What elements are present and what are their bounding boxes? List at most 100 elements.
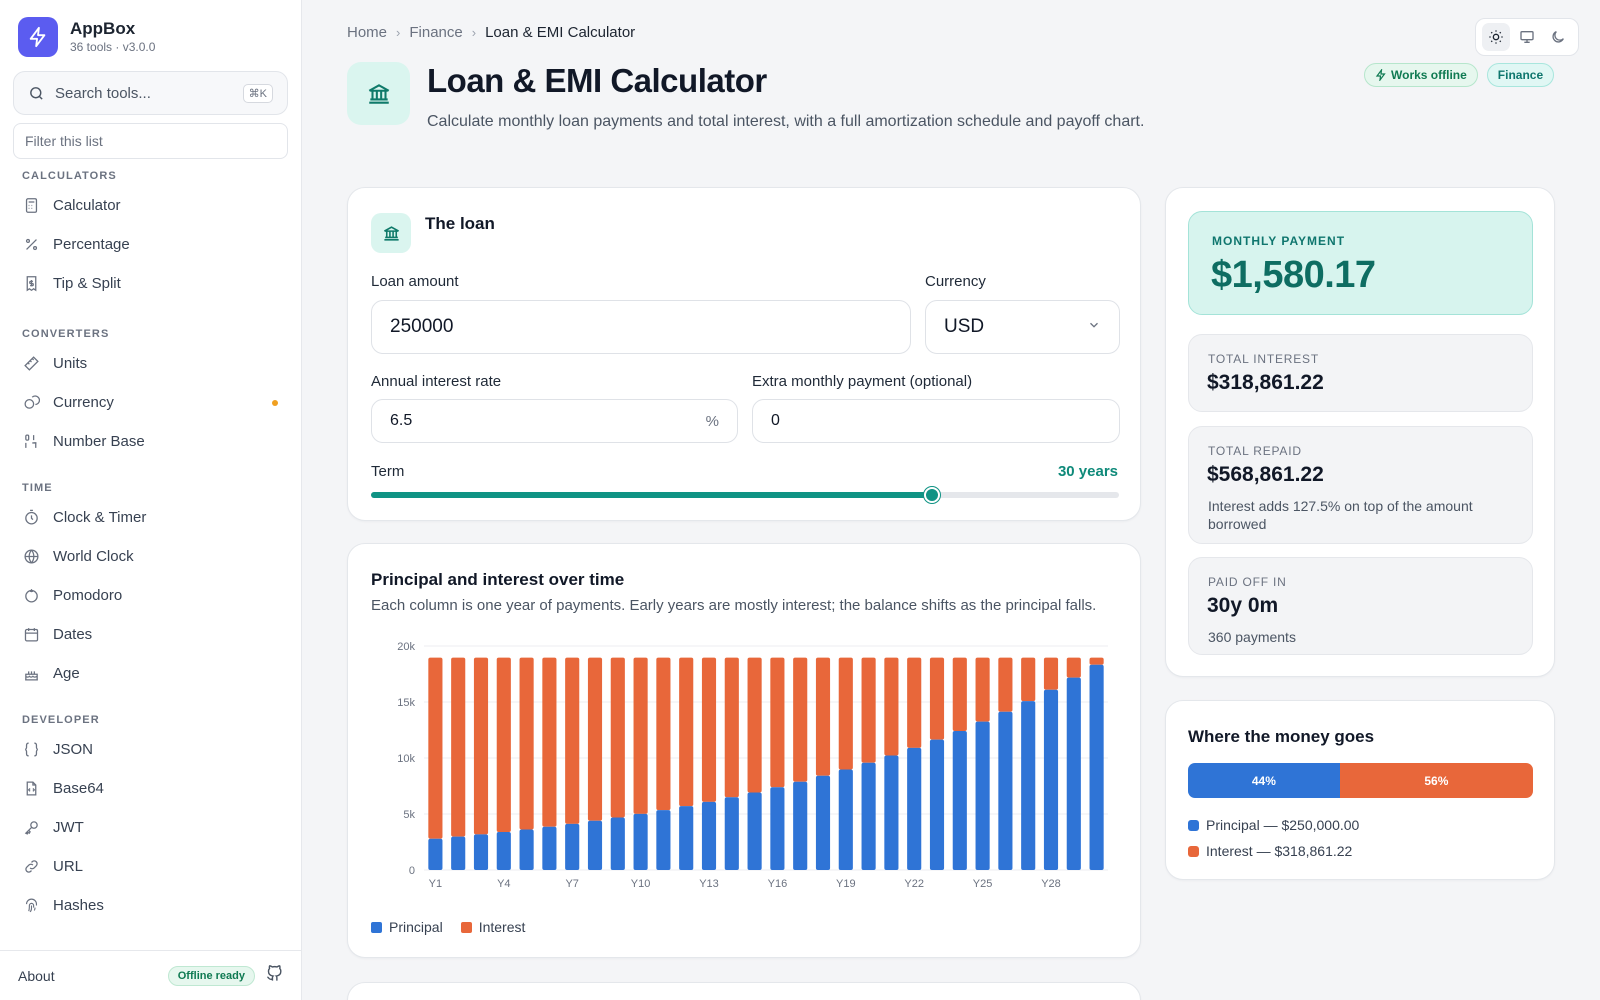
bar-interest [633, 657, 648, 814]
calendar-icon [22, 626, 40, 644]
bar-principal [952, 730, 967, 870]
term-slider-fill [371, 492, 932, 498]
term-slider-thumb[interactable] [924, 487, 940, 503]
sidebar-item-json[interactable]: JSON [0, 730, 302, 769]
bar-principal [679, 806, 694, 870]
paid-off-value: 30y 0m [1207, 594, 1279, 617]
bar-principal [542, 826, 557, 870]
cake-icon [22, 665, 40, 683]
x-tick-label: Y19 [836, 878, 856, 890]
total-interest-label: TOTAL INTEREST [1208, 352, 1319, 366]
total-repaid-panel: TOTAL REPAID $568,861.22 Interest adds 1… [1188, 426, 1533, 544]
loan-card-title: The loan [425, 214, 495, 233]
globe-icon [22, 548, 40, 566]
sidebar-item-pomodoro[interactable]: Pomodoro [0, 576, 302, 615]
bar-principal [929, 739, 945, 870]
y-tick-label: 0 [409, 865, 415, 877]
dark-icon[interactable] [1544, 23, 1572, 51]
x-tick-label: Y22 [904, 878, 924, 890]
bar-interest [587, 657, 603, 821]
x-tick-label: Y7 [565, 878, 578, 890]
term-slider[interactable] [371, 487, 1119, 503]
sidebar-item-label: Base64 [53, 780, 104, 797]
status-dot [272, 400, 278, 406]
app-subtitle: 36 tools · v3.0.0 [70, 40, 156, 54]
bar-principal [656, 810, 671, 870]
x-tick-label: Y16 [768, 878, 788, 890]
chevron-right-icon: › [396, 25, 401, 40]
binary-icon [22, 433, 40, 451]
y-tick-label: 10k [397, 753, 415, 765]
bar-principal [747, 792, 762, 870]
bar-principal [1066, 677, 1081, 870]
loan-form-card: The loan Loan amount 250000 Currency USD… [347, 187, 1141, 521]
search-icon [30, 86, 43, 100]
sidebar-item-jwt[interactable]: JWT [0, 808, 302, 847]
sidebar-item-label: Currency [53, 394, 114, 411]
light-icon[interactable] [1481, 23, 1510, 51]
bar-principal [1043, 689, 1059, 870]
paid-off-note: 360 payments [1208, 629, 1296, 645]
bar-principal [587, 820, 603, 870]
total-interest-panel: TOTAL INTEREST $318,861.22 [1188, 334, 1533, 412]
theme-switch [1475, 18, 1579, 56]
paid-off-label: PAID OFF IN [1208, 575, 1287, 589]
bar-interest [701, 657, 717, 802]
filter-input[interactable]: Filter this list [13, 123, 288, 159]
lightning-icon [18, 17, 58, 57]
extra-payment-field[interactable]: 0 [752, 399, 1120, 443]
sidebar-item-number-base[interactable]: Number Base [0, 422, 302, 461]
sidebar-item-clock-timer[interactable]: Clock & Timer [0, 498, 302, 537]
braces-icon [22, 741, 40, 759]
app-name: AppBox [70, 19, 136, 38]
bar-interest [929, 657, 945, 740]
system-icon[interactable] [1513, 23, 1541, 51]
search-input[interactable]: Search tools... ⌘K [13, 71, 288, 115]
bar-principal [565, 823, 580, 870]
currency-select[interactable]: USD [925, 300, 1120, 354]
bar-principal [998, 711, 1013, 870]
bar-interest [1089, 657, 1104, 665]
nav-heading: CONVERTERS [22, 328, 110, 340]
sidebar-item-base64[interactable]: Base64 [0, 769, 302, 808]
legend-interest: Interest [460, 919, 525, 935]
brand[interactable]: AppBox 36 tools · v3.0.0 [18, 17, 155, 57]
fingerprint-icon [22, 897, 40, 915]
about-link[interactable]: About [18, 967, 55, 984]
money-legend: Principal — $250,000.00 Interest — $318,… [1188, 812, 1359, 864]
nav-heading: DEVELOPER [22, 714, 100, 726]
sidebar-item-units[interactable]: Units [0, 344, 302, 383]
stacked-bar-chart: 0 5k 10k 15k 20k Y1 Y4 Y7 Y10 Y13 Y16 Y19 Y22 Y25 Y28 [397, 641, 1108, 890]
breadcrumb: Home › Finance › Loan & EMI Calculator [347, 24, 635, 41]
nav-group-calculators: CALCULATORS Calculator Percentage Tip & … [0, 166, 302, 303]
bar-principal [428, 838, 443, 870]
nav-group-converters: CONVERTERS Units Currency Number Base [0, 324, 302, 461]
total-repaid-label: TOTAL REPAID [1208, 444, 1302, 458]
bar-interest [998, 657, 1013, 712]
breadcrumb-current: Loan & EMI Calculator [485, 24, 636, 41]
bar-interest [473, 657, 489, 835]
breadcrumb-home[interactable]: Home [347, 24, 388, 41]
chevron-down-icon [1087, 316, 1101, 338]
sidebar-item-url[interactable]: URL [0, 847, 302, 886]
sidebar-item-calculator[interactable]: Calculator [0, 186, 302, 225]
sidebar-item-dates[interactable]: Dates [0, 615, 302, 654]
sidebar-item-world-clock[interactable]: World Clock [0, 537, 302, 576]
breadcrumb-finance[interactable]: Finance [409, 24, 463, 41]
loan-amount-field[interactable]: 250000 [371, 300, 911, 354]
money-breakdown-card: Where the money goes 44% 56% Principal —… [1165, 700, 1555, 880]
interest-rate-label: Annual interest rate [371, 373, 502, 390]
sidebar-item-tip-split[interactable]: Tip & Split [0, 264, 302, 303]
sidebar-item-currency[interactable]: Currency [0, 383, 302, 422]
interest-rate-field[interactable]: 6.5 % [371, 399, 738, 443]
chart-title: Principal and interest over time [371, 570, 625, 589]
bar-interest [793, 657, 808, 782]
sidebar-item-percentage[interactable]: Percentage [0, 225, 302, 264]
github-icon[interactable] [265, 964, 284, 988]
sidebar-item-age[interactable]: Age [0, 654, 302, 693]
bar-interest [679, 657, 694, 807]
x-tick-label: Y4 [497, 878, 510, 890]
calculator-icon [22, 197, 40, 215]
sidebar-item-hashes[interactable]: Hashes [0, 886, 302, 925]
page-description: Calculate monthly loan payments and tota… [427, 113, 1145, 130]
